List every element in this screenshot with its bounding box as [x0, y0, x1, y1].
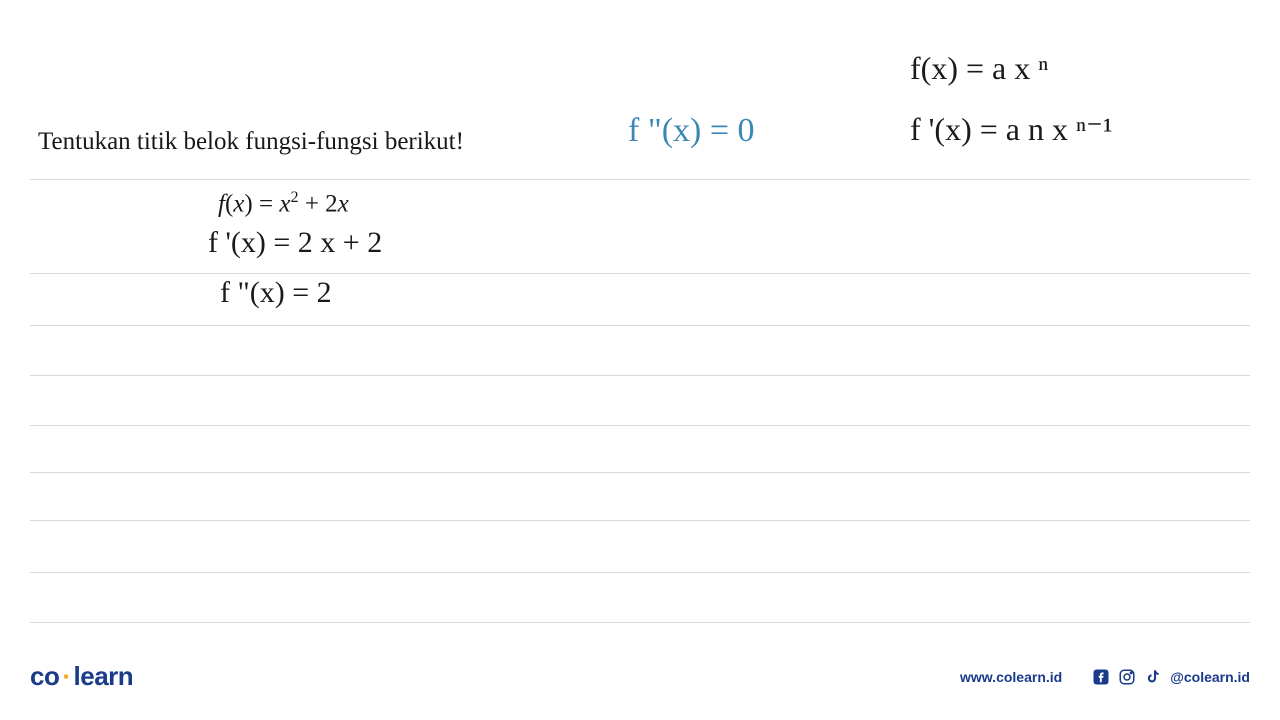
handwriting-second-derivative: f "(x) = 2: [220, 276, 332, 310]
handwriting-power-rule-derivative: f '(x) = a n x ⁿ⁻¹: [910, 110, 1113, 148]
footer-right: www.colearn.id @colearn.id: [960, 668, 1250, 686]
brand-co: co: [30, 661, 59, 691]
brand-learn: learn: [74, 661, 134, 691]
footer-handle: @colearn.id: [1170, 669, 1250, 685]
problem-prompt: Tentukan titik belok fungsi-fungsi berik…: [38, 128, 464, 156]
handwriting-first-derivative: f '(x) = 2 x + 2: [208, 226, 382, 260]
handwriting-inflection-condition: f "(x) = 0: [628, 112, 755, 150]
brand-dot: ·: [59, 661, 73, 691]
footer: co·learn www.colearn.id @colearn.id: [30, 661, 1250, 692]
footer-socials: @colearn.id: [1092, 668, 1250, 686]
instagram-icon: [1118, 668, 1136, 686]
tiktok-icon: [1144, 668, 1162, 686]
function-given: f(x) = x2 + 2x: [218, 188, 349, 218]
handwriting-power-rule-function: f(x) = a x ⁿ: [910, 50, 1048, 87]
ruled-paper-lines: [0, 0, 1280, 720]
facebook-icon: [1092, 668, 1110, 686]
footer-url: www.colearn.id: [960, 669, 1062, 685]
brand-logo: co·learn: [30, 661, 133, 692]
